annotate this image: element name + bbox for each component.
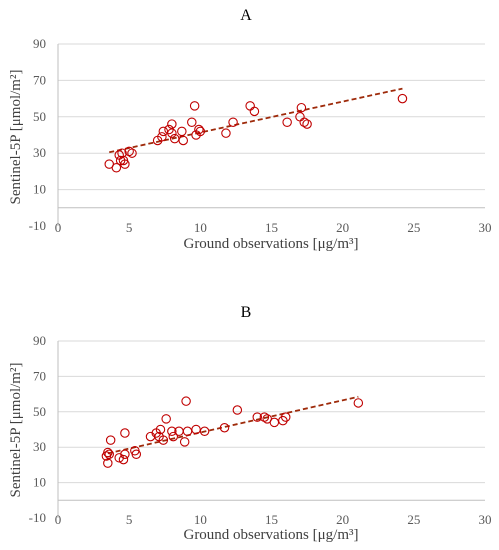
y-tick-label: 70 [33, 368, 46, 383]
data-point [158, 435, 169, 445]
data-point [167, 119, 177, 129]
y-tick-label: 10 [33, 475, 46, 490]
x-tick-label: 20 [336, 512, 349, 527]
data-point [181, 396, 191, 406]
data-point [187, 117, 197, 128]
chart-panel-a: A -10 10 30 50 70 90 0 5 10 15 20 25 30 Ground obser… [8, 7, 492, 252]
data-point [299, 117, 309, 128]
data-point [120, 428, 130, 438]
data-point [177, 126, 187, 137]
data-point [103, 447, 113, 458]
y-tick-label: 50 [33, 109, 46, 124]
data-point [120, 159, 130, 169]
data-point [127, 148, 137, 158]
data-point [178, 135, 189, 146]
data-point [131, 449, 142, 460]
y-tick-label: 70 [33, 72, 46, 87]
x-tick-label: 10 [194, 220, 207, 235]
data-point [120, 449, 130, 460]
data-point [124, 146, 134, 157]
y-tick-label: -10 [29, 510, 46, 525]
x-tick-label: 10 [194, 512, 207, 527]
data-point [117, 148, 127, 158]
data-point [182, 426, 193, 437]
x-tick-label: 15 [265, 512, 278, 527]
data-point [155, 424, 166, 435]
data-point [118, 454, 129, 465]
x-tick-label: 0 [55, 220, 62, 235]
data-point [282, 117, 292, 128]
data-point [269, 417, 280, 428]
data-point [302, 119, 312, 129]
y-axis-label: Sentinel-5P [μmol/m²] [8, 70, 24, 205]
data-point [199, 426, 210, 437]
x-tick-label: 20 [336, 220, 349, 235]
trend-line [107, 395, 359, 455]
data-point [157, 132, 167, 142]
chart-panel-b: B -10 10 30 50 70 90 0 5 10 15 20 25 30 Ground obser… [8, 304, 492, 543]
x-tick-label: 25 [407, 220, 420, 235]
x-tick-label: 25 [407, 512, 420, 527]
x-tick-label: 5 [126, 220, 133, 235]
y-tick-label: -10 [29, 218, 46, 233]
data-point [280, 412, 291, 422]
data-point [191, 424, 201, 435]
x-tick-label: 5 [126, 512, 133, 527]
y-tick-label: 30 [33, 439, 46, 454]
data-point [189, 101, 200, 111]
data-point [245, 101, 255, 111]
data-point [105, 435, 116, 445]
data-point [353, 398, 364, 408]
data-point [167, 128, 177, 138]
data-point [158, 126, 169, 137]
data-point [228, 117, 238, 128]
data-point [167, 426, 177, 437]
x-tick-label: 15 [265, 220, 278, 235]
y-tick-label: 90 [33, 333, 46, 348]
x-tick-label: 30 [479, 220, 492, 235]
data-point [111, 163, 122, 173]
data-point [219, 422, 230, 433]
x-tick-label: 0 [55, 512, 62, 527]
data-point [114, 150, 124, 160]
y-tick-label: 30 [33, 145, 46, 160]
data-point [252, 412, 263, 422]
x-axis-label: Ground observations [μg/m³] [183, 527, 358, 543]
data-point [195, 126, 206, 137]
data-point [168, 431, 179, 442]
chart-title: B [241, 304, 252, 321]
data-point [296, 102, 307, 113]
x-axis-label: Ground observations [μg/m³] [183, 236, 358, 252]
y-axis-label: Sentinel-5P [μmol/m²] [8, 363, 24, 498]
y-tick-label: 90 [33, 36, 46, 51]
data-point [104, 449, 114, 460]
data-point [249, 106, 260, 117]
y-tick-label: 50 [33, 404, 46, 419]
y-tick-label: 10 [33, 182, 46, 197]
chart-title: A [240, 7, 252, 24]
data-point [259, 412, 270, 422]
data-point [397, 93, 408, 104]
trend-line [109, 87, 403, 154]
data-point [194, 124, 204, 135]
data-point [221, 128, 231, 138]
data-point [179, 437, 190, 447]
data-point [103, 458, 113, 468]
data-point [232, 405, 243, 415]
x-tick-label: 30 [479, 512, 492, 527]
data-point [161, 414, 171, 424]
